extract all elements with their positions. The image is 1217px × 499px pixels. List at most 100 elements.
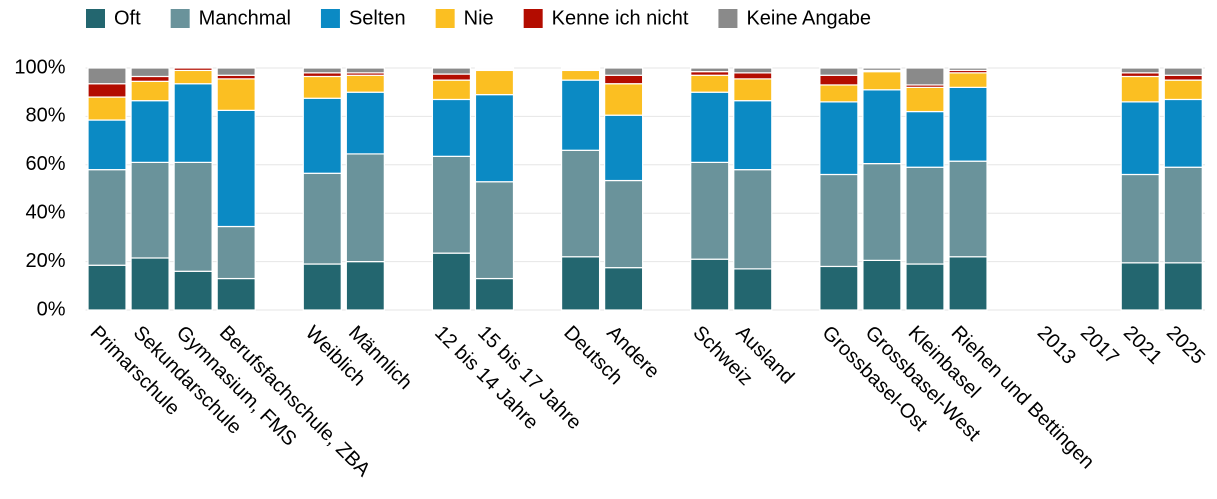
bar-segment — [690, 258, 730, 311]
legend-label: Manchmal — [199, 7, 291, 29]
bar-segment — [690, 161, 730, 260]
bar-segment — [1163, 166, 1203, 264]
legend-swatch — [718, 9, 738, 28]
bar-segment — [905, 263, 945, 311]
bar-segment — [560, 256, 601, 311]
y-tick-label: 80% — [25, 105, 65, 127]
legend-label: Keine Angabe — [746, 7, 871, 29]
bar-segment — [431, 252, 472, 311]
bar-segment — [948, 67, 988, 72]
bar-segment — [173, 161, 213, 272]
bar-segment — [905, 166, 945, 265]
bar-segment — [474, 69, 515, 96]
bar-segment — [474, 277, 515, 311]
bar-segment — [733, 169, 773, 270]
bar-segment — [1163, 79, 1203, 101]
bar-segment — [862, 71, 902, 91]
bar-segment — [474, 67, 515, 70]
bar-segment — [431, 67, 472, 75]
legend-label: Selten — [349, 7, 406, 29]
bar-segment — [1120, 262, 1160, 311]
x-tick-label: 2017 — [1076, 322, 1123, 369]
legend-swatch — [523, 9, 543, 28]
bar-segment — [819, 265, 859, 311]
bar-segment — [1163, 98, 1203, 168]
bar-segment — [819, 67, 859, 76]
legend-swatch — [320, 9, 340, 28]
bar-segment — [345, 261, 385, 311]
legend-swatch — [435, 9, 455, 28]
bar-segment — [905, 67, 945, 86]
bar-segment — [302, 172, 342, 265]
y-tick-label: 40% — [25, 201, 65, 223]
bar-segment — [87, 119, 127, 171]
bar-segment — [130, 161, 170, 259]
bar-segment — [560, 67, 601, 70]
bar-segment — [560, 149, 601, 258]
y-tick-label: 100% — [14, 56, 65, 78]
bar-segment — [302, 67, 342, 74]
y-tick-label: 0% — [37, 298, 66, 320]
bar-segment — [87, 67, 127, 85]
bar-segment — [819, 74, 859, 86]
bar-segment — [173, 67, 213, 72]
x-tick-label: 2021 — [1119, 322, 1166, 369]
bar-segment — [431, 73, 472, 81]
bar-segment — [87, 264, 127, 311]
bar-segment — [216, 109, 256, 228]
bar-segment — [604, 114, 644, 182]
bar-segment — [216, 78, 256, 111]
x-tick-label: 2013 — [1033, 322, 1080, 369]
bar-segment — [819, 84, 859, 103]
bar-segment — [1163, 262, 1203, 311]
bar-segment — [302, 97, 342, 174]
y-tick-label: 20% — [25, 250, 65, 272]
bar-segment — [604, 267, 644, 311]
bar-segment — [690, 74, 730, 93]
bar-segment — [1120, 67, 1160, 74]
bar-segment — [733, 100, 773, 171]
bar-segment — [345, 153, 385, 263]
bar-segment — [345, 67, 385, 74]
bar-segment — [604, 83, 644, 116]
legend-swatch — [170, 9, 190, 28]
bar-segment — [560, 79, 601, 151]
bar-segment — [905, 110, 945, 168]
bar-segment — [1120, 173, 1160, 264]
bar-segment — [1163, 74, 1203, 81]
bar-segment — [216, 67, 256, 76]
bar-segment — [173, 83, 213, 163]
legend-swatch — [86, 9, 105, 28]
bar-segment — [560, 69, 601, 81]
bar-segment — [130, 257, 170, 311]
bar-segment — [345, 91, 385, 155]
bar-segment — [173, 69, 213, 85]
bar-segment — [173, 270, 213, 311]
bar-segment — [431, 98, 472, 157]
bar-segment — [862, 89, 902, 165]
bar-segment — [302, 75, 342, 99]
bar-segment — [733, 78, 773, 102]
bar-segment — [130, 75, 170, 82]
legend-label: Kenne ich nicht — [552, 7, 689, 29]
bar-segment — [948, 86, 988, 162]
bar-segment — [733, 268, 773, 311]
bar-segment — [87, 169, 127, 266]
bar-segment — [905, 86, 945, 113]
bar-segment — [130, 67, 170, 78]
bar-segment — [431, 155, 472, 254]
bar-segment — [1163, 67, 1203, 76]
bar-segment — [216, 225, 256, 280]
bar-segment — [819, 101, 859, 176]
bar-segment — [733, 72, 773, 80]
legend-label: Oft — [114, 7, 141, 29]
bar-segment — [216, 277, 256, 311]
bar-segment — [474, 94, 515, 183]
bar-segment — [87, 96, 127, 121]
bar-segment — [948, 72, 988, 88]
bar-segment — [130, 80, 170, 102]
bar-segment — [690, 91, 730, 163]
bar-segment — [1120, 75, 1160, 103]
